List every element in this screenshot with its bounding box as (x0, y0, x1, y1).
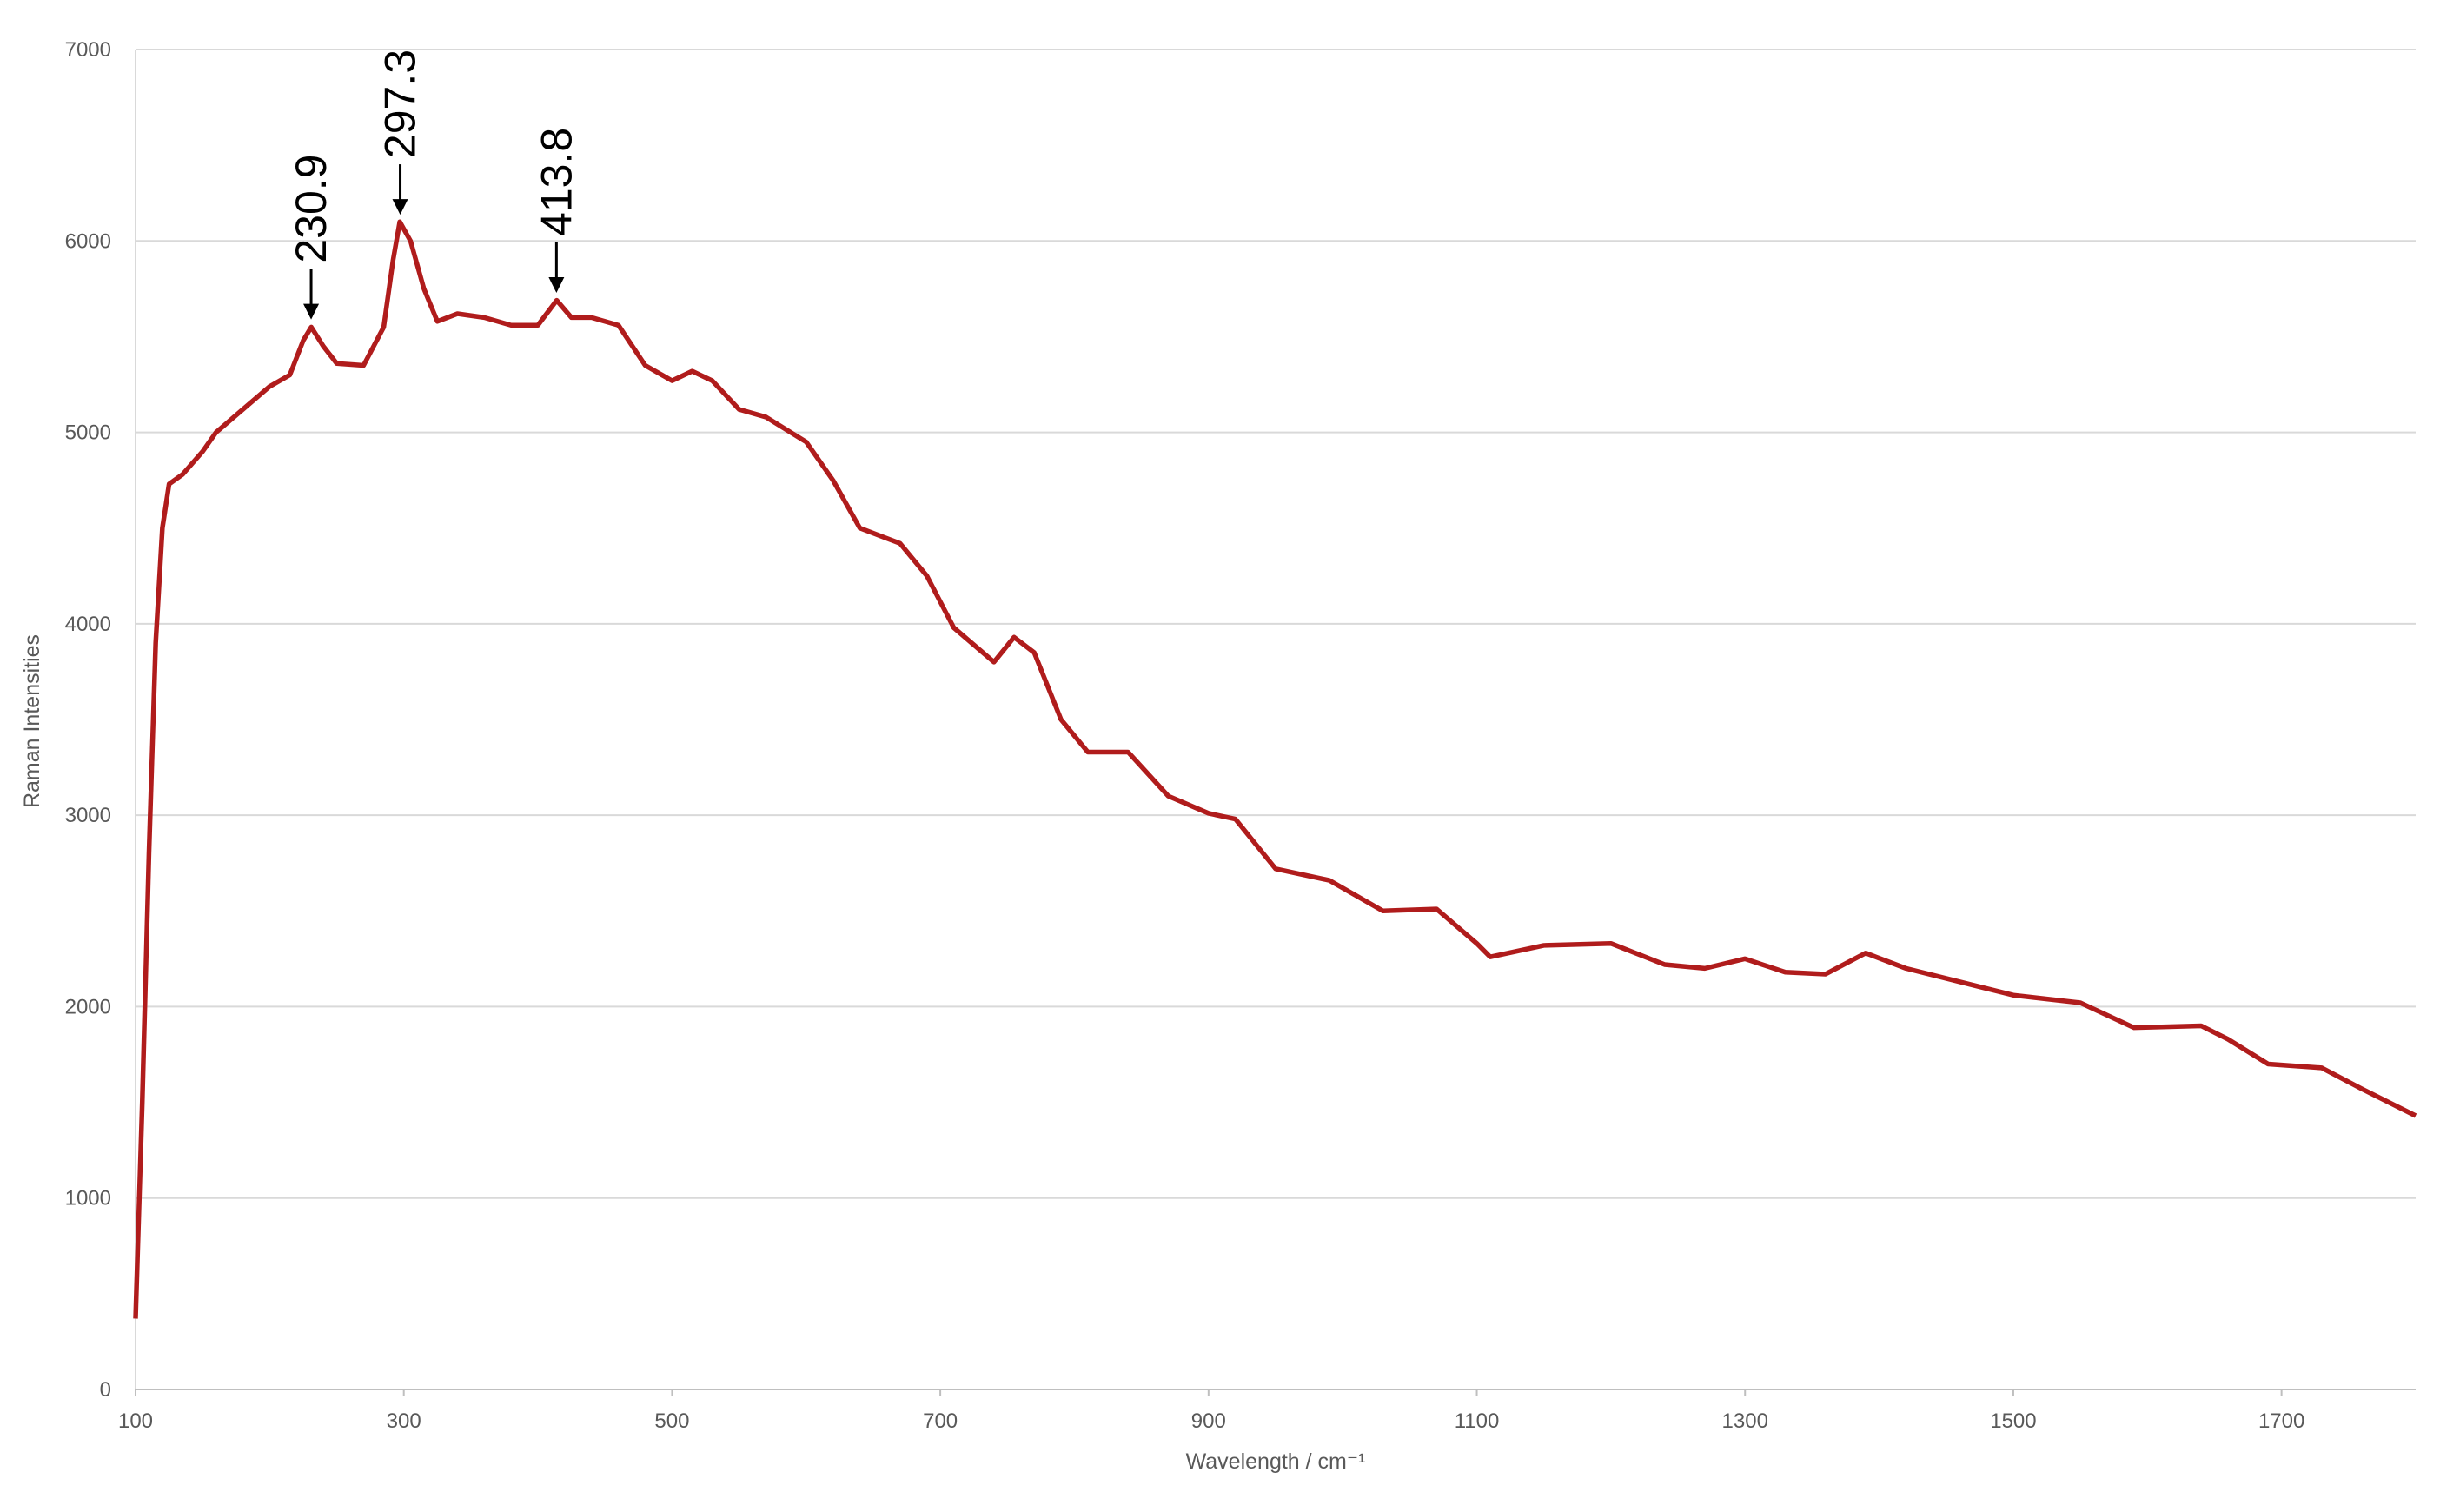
y-tick-label: 4000 (65, 613, 111, 636)
y-tick-label: 5000 (65, 421, 111, 445)
x-tick-label: 300 (387, 1409, 421, 1433)
annotation-label: 297.3 (376, 50, 425, 158)
x-tick-label: 100 (118, 1409, 153, 1433)
x-tick-label: 1300 (1722, 1409, 1768, 1433)
y-tick-label: 1000 (65, 1187, 111, 1210)
y-axis-title: Raman Intensities (20, 634, 44, 808)
y-tick-label: 2000 (65, 995, 111, 1018)
x-tick-label: 1500 (1990, 1409, 2036, 1433)
annotation-label: 413.8 (532, 128, 580, 236)
y-tick-label: 7000 (65, 38, 111, 62)
x-tick-label: 700 (923, 1409, 958, 1433)
annotation-label: 230.9 (287, 155, 335, 263)
y-tick-label: 0 (100, 1378, 111, 1402)
y-tick-label: 6000 (65, 229, 111, 253)
x-axis-title: Wavelength / cm⁻¹ (1186, 1449, 1366, 1474)
line-series (133, 219, 2417, 1319)
x-tick-label: 900 (1191, 1409, 1226, 1433)
x-tick-label: 500 (654, 1409, 689, 1433)
y-tick-label: 3000 (65, 804, 111, 827)
x-tick-label: 1700 (2258, 1409, 2304, 1433)
x-tick-label: 1100 (1455, 1409, 1500, 1433)
